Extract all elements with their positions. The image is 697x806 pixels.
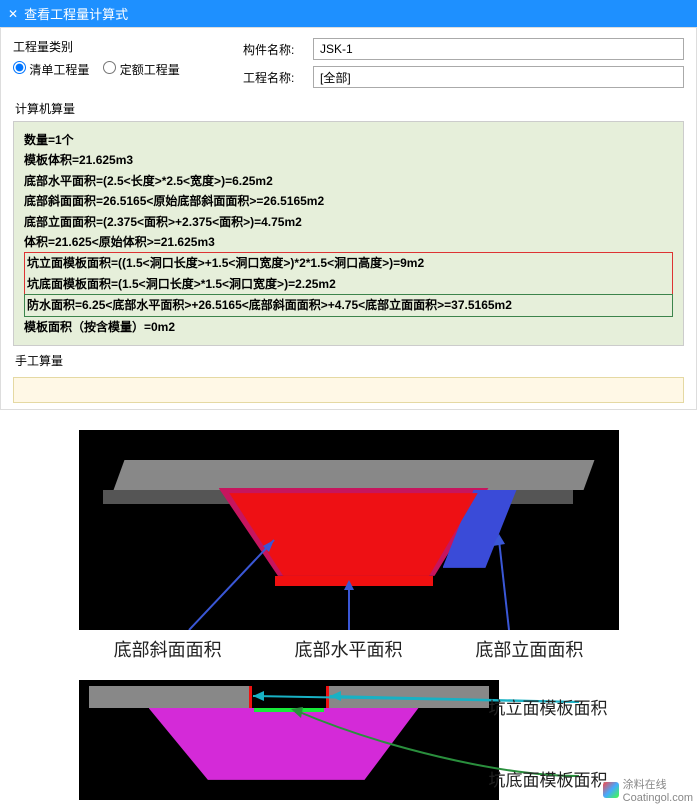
d2-red-right: [326, 686, 329, 708]
diagram-area: 底部斜面面积 底部水平面积 底部立面面积 坑立面模板面积 坑底面模板面积 涂料在…: [0, 430, 697, 806]
d2-gap: [249, 686, 329, 708]
component-name-input[interactable]: [313, 38, 684, 60]
calc-line: 数量=1个: [24, 130, 673, 150]
calc-line: 模板体积=21.625m3: [24, 150, 673, 170]
watermark-icon: [603, 782, 619, 798]
d1-pit-bottom: [275, 576, 433, 586]
label-slope-area: 底部斜面面积: [79, 636, 257, 662]
titlebar: ✕ 查看工程量计算式: [0, 0, 697, 27]
radio-list-input[interactable]: [13, 61, 26, 74]
label-vertical-area: 底部立面面积: [440, 636, 618, 662]
calc-line-highlight-green: 防水面积=6.25<底部水平面积>+26.5165<底部斜面面积>+4.75<底…: [24, 294, 673, 316]
dialog: ✕ 查看工程量计算式 工程量类别 清单工程量 定额工程量: [0, 0, 697, 410]
calc-line: 底部立面面积=(2.375<面积>+2.375<面积>)=4.75m2: [24, 212, 673, 232]
project-name-input[interactable]: [313, 66, 684, 88]
d2-red-left: [249, 686, 252, 708]
watermark-brand: 涂料在线: [623, 776, 693, 792]
titlebar-title: 查看工程量计算式: [24, 4, 128, 23]
calc-box: 数量=1个 模板体积=21.625m3 底部水平面积=(2.5<长度>*2.5<…: [13, 121, 684, 346]
calc-line: 体积=21.625<原始体积>=21.625m3: [24, 232, 673, 252]
radio-quota[interactable]: 定额工程量: [103, 61, 179, 78]
diagram1-labels: 底部斜面面积 底部水平面积 底部立面面积: [79, 636, 619, 662]
watermark-url: Coatingol.com: [623, 792, 693, 804]
diagram-2: 坑立面模板面积 坑底面模板面积: [79, 676, 619, 806]
close-icon[interactable]: ✕: [8, 7, 18, 21]
radio-list[interactable]: 清单工程量: [13, 61, 89, 78]
label-horizontal-area: 底部水平面积: [259, 636, 437, 662]
diagram-1: [79, 430, 619, 630]
form-panel: 工程量类别 清单工程量 定额工程量: [0, 27, 697, 410]
calc-line: 模板面积（按含模量）=0m2: [24, 317, 673, 337]
label-pit-side-area: 坑立面模板面积: [489, 694, 608, 719]
watermark: 涂料在线 Coatingol.com: [603, 776, 693, 804]
d1-pit: [219, 488, 489, 580]
d2-green-bottom: [254, 708, 324, 712]
calc-line: 底部水平面积=(2.5<长度>*2.5<宽度>)=6.25m2: [24, 171, 673, 191]
section-calc-header: 计算机算量: [15, 100, 684, 117]
category-label: 工程量类别: [13, 38, 93, 55]
project-name-label: 工程名称:: [243, 69, 313, 86]
label-pit-bottom-area: 坑底面模板面积: [489, 766, 608, 791]
manual-box: [13, 377, 684, 403]
component-name-label: 构件名称:: [243, 41, 313, 58]
calc-line: 底部斜面面积=26.5165<原始底部斜面面积>=26.5165m2: [24, 191, 673, 211]
radio-quota-input[interactable]: [103, 61, 116, 74]
section-manual-header: 手工算量: [15, 352, 684, 369]
d1-slab-top: [113, 460, 594, 490]
calc-line-highlight-red: 坑立面模板面积=((1.5<洞口长度>+1.5<洞口宽度>)*2*1.5<洞口高…: [24, 252, 673, 295]
